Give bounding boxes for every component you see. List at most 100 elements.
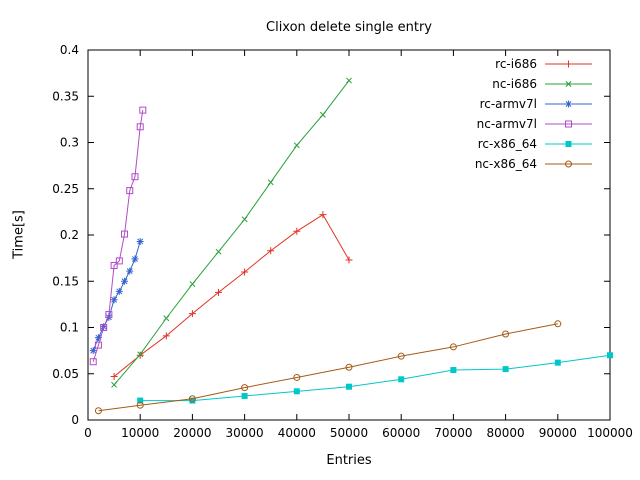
legend-label: nc-x86_64 — [475, 157, 537, 171]
marker-cross — [163, 315, 170, 322]
legend-label: rc-i686 — [495, 57, 537, 71]
legend-label: rc-x86_64 — [478, 137, 537, 151]
series-line — [98, 323, 558, 412]
y-tick-label: 0.1 — [60, 321, 79, 335]
marker-cross — [241, 216, 248, 223]
marker-square-open — [121, 230, 129, 238]
y-tick-label: 0.05 — [52, 367, 79, 381]
marker-circle-open — [94, 407, 102, 415]
x-tick-label: 80000 — [487, 426, 525, 440]
marker-plus — [267, 247, 275, 255]
marker-square-open — [565, 120, 572, 128]
marker-plus — [162, 332, 170, 340]
series-nc-armv7l — [89, 106, 147, 366]
marker-plus — [188, 310, 196, 318]
marker-square-filled — [450, 367, 457, 374]
series-rc-armv7l — [89, 237, 144, 355]
marker-square-open — [100, 324, 108, 331]
marker-cross — [215, 248, 222, 255]
marker-plus — [110, 373, 118, 381]
marker-circle-open — [565, 160, 572, 168]
x-tick-label: 60000 — [382, 426, 420, 440]
legend-item-rc-x86_64: rc-x86_64 — [478, 137, 592, 151]
marker-cross — [319, 111, 326, 118]
marker-asterisk — [110, 296, 118, 304]
legend-item-nc-x86_64: nc-x86_64 — [475, 157, 592, 171]
y-tick-label: 0.4 — [60, 43, 79, 57]
marker-square-filled — [565, 141, 572, 147]
marker-plus — [241, 268, 249, 276]
x-tick-label: 90000 — [539, 426, 577, 440]
marker-square-filled — [241, 392, 248, 399]
x-axis-label: Entries — [326, 453, 372, 468]
x-tick-label: 0 — [84, 426, 92, 440]
marker-plus — [215, 288, 222, 296]
marker-circle-open — [241, 384, 249, 392]
legend-label: nc-armv7l — [477, 117, 537, 131]
marker-plus — [345, 256, 353, 264]
series-nc-x86_64 — [94, 320, 562, 415]
y-tick-label: 0.2 — [60, 228, 79, 242]
marker-cross — [267, 179, 274, 186]
marker-square-filled — [346, 383, 352, 390]
legend: rc-i686 nc-i686 rc-armv7l nc-armv7l rc-x86_6… — [475, 57, 592, 171]
x-tick-label: 30000 — [226, 426, 264, 440]
marker-square-open — [136, 123, 144, 131]
y-tick-label: 0.15 — [52, 274, 79, 288]
marker-asterisk — [94, 334, 102, 342]
marker-cross — [137, 351, 144, 358]
y-tick-label: 0.35 — [52, 89, 79, 103]
marker-circle-open — [136, 401, 144, 409]
marker-circle-open — [188, 395, 196, 403]
marker-circle-open — [502, 330, 510, 338]
x-tick-label: 100000 — [587, 426, 633, 440]
x-tick-label: 40000 — [278, 426, 316, 440]
marker-square-filled — [293, 388, 300, 395]
marker-plus — [293, 227, 301, 235]
marker-circle-open — [554, 320, 562, 328]
x-tick-label: 50000 — [330, 426, 368, 440]
marker-cross — [111, 381, 118, 388]
x-tick-label: 20000 — [173, 426, 211, 440]
y-tick-label: 0.25 — [52, 182, 79, 196]
marker-asterisk — [565, 100, 572, 108]
marker-square-filled — [189, 397, 196, 404]
marker-circle-open — [345, 363, 353, 371]
legend-item-nc-i686: nc-i686 — [492, 77, 592, 91]
marker-asterisk — [136, 237, 144, 245]
marker-circle-open — [293, 373, 301, 381]
y-tick-label: 0 — [71, 413, 79, 427]
marker-square-open — [110, 262, 118, 270]
marker-plus — [136, 351, 144, 359]
marker-square-filled — [398, 376, 405, 383]
marker-square-open — [89, 358, 97, 366]
series-line — [92, 241, 141, 351]
marker-square-filled — [554, 359, 561, 366]
legend-label: nc-i686 — [492, 77, 537, 91]
marker-asterisk — [131, 255, 139, 263]
marker-asterisk — [89, 347, 97, 355]
legend-item-rc-armv7l: rc-armv7l — [480, 97, 592, 111]
x-tick-label: 70000 — [434, 426, 472, 440]
chart-title: Clixon delete single entry — [266, 20, 432, 35]
marker-asterisk — [121, 277, 129, 285]
legend-item-rc-i686: rc-i686 — [495, 57, 592, 71]
series-rc-x86_64 — [137, 352, 613, 404]
series-rc-i686 — [110, 211, 353, 381]
marker-circle-open — [397, 352, 405, 360]
marker-circle-open — [449, 343, 457, 351]
marker-square-filled — [137, 397, 144, 404]
x-tick-label: 10000 — [121, 426, 159, 440]
marker-cross — [565, 81, 572, 87]
series-line — [113, 80, 350, 386]
marker-asterisk — [126, 267, 134, 275]
series-line — [113, 213, 350, 377]
marker-cross — [346, 77, 352, 84]
marker-cross — [293, 142, 300, 149]
marker-cross — [189, 281, 196, 287]
marker-square-open — [94, 341, 102, 349]
marker-square-filled — [607, 352, 613, 359]
marker-asterisk — [115, 287, 123, 295]
marker-plus — [319, 211, 327, 219]
